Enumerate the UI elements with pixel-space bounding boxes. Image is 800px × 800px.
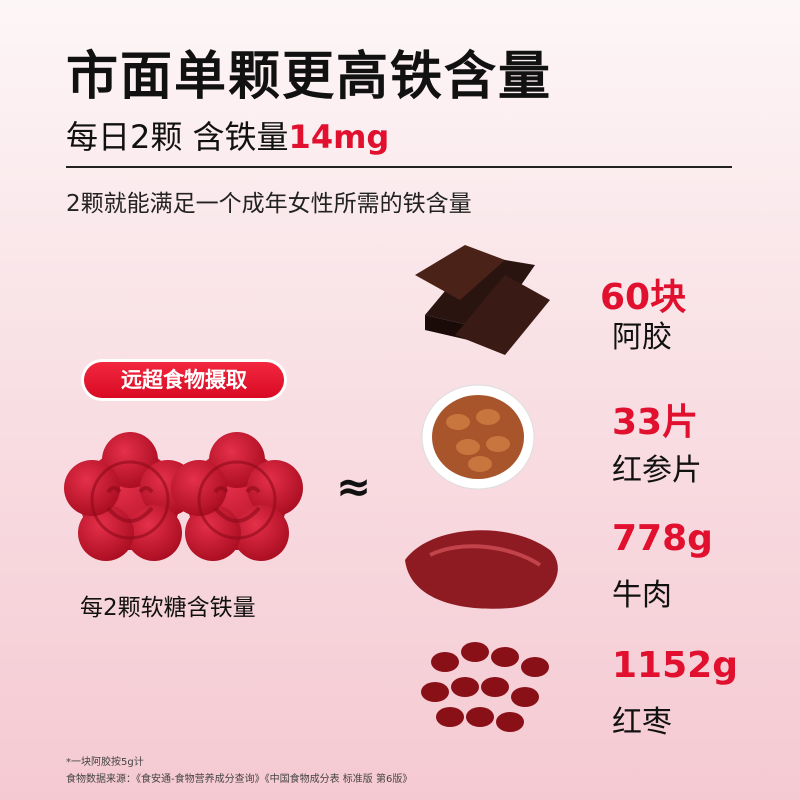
approx-symbol: ≈ <box>336 462 372 511</box>
gummies-image <box>64 432 303 561</box>
gummy-caption: 每2颗软糖含铁量 <box>80 595 256 621</box>
description: 2颗就能满足一个成年女性所需的铁含量 <box>66 191 472 217</box>
gummy-right <box>171 432 303 561</box>
red-ginseng-slices-image <box>421 384 535 490</box>
food-value: 1152g <box>612 645 738 686</box>
food-value: 778g <box>612 518 713 559</box>
headline: 市面单颗更高铁含量 <box>66 47 553 107</box>
red-dates-image <box>421 642 549 732</box>
food-value: 60块 <box>600 277 687 318</box>
footnote: 食物数据来源：《食安通-食物营养成分查询》《中国食物成分表 标准版 第6版》 <box>66 774 413 785</box>
food-name: 红枣 <box>612 705 672 740</box>
iron-amount: 14mg <box>288 118 390 156</box>
subheadline: 每日2颗 含铁量14mg <box>66 112 389 158</box>
gummy-left <box>64 432 196 561</box>
food-name: 红参片 <box>612 453 702 488</box>
beef-image <box>405 530 558 609</box>
ejiao-bars-image <box>415 245 550 355</box>
badge: 远超食物摄取 <box>84 362 284 398</box>
food-name: 牛肉 <box>612 578 672 613</box>
food-name: 阿胶 <box>612 320 672 355</box>
food-value: 33片 <box>612 402 699 443</box>
divider <box>66 166 732 168</box>
subheadline-prefix: 每日2颗 含铁量 <box>66 118 289 156</box>
footnote: *一块阿胶按5g计 <box>66 757 144 768</box>
